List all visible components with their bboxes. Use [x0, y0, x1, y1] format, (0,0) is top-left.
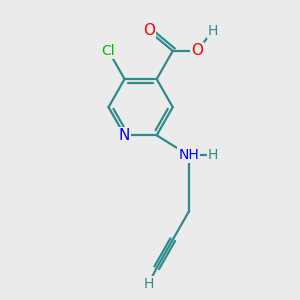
Text: O: O: [191, 44, 203, 59]
Text: NH: NH: [178, 148, 199, 162]
Text: Cl: Cl: [102, 44, 115, 58]
Text: O: O: [143, 23, 155, 38]
Text: H: H: [143, 277, 154, 291]
Text: H: H: [208, 148, 218, 162]
Text: N: N: [119, 128, 130, 143]
Text: H: H: [208, 24, 218, 38]
